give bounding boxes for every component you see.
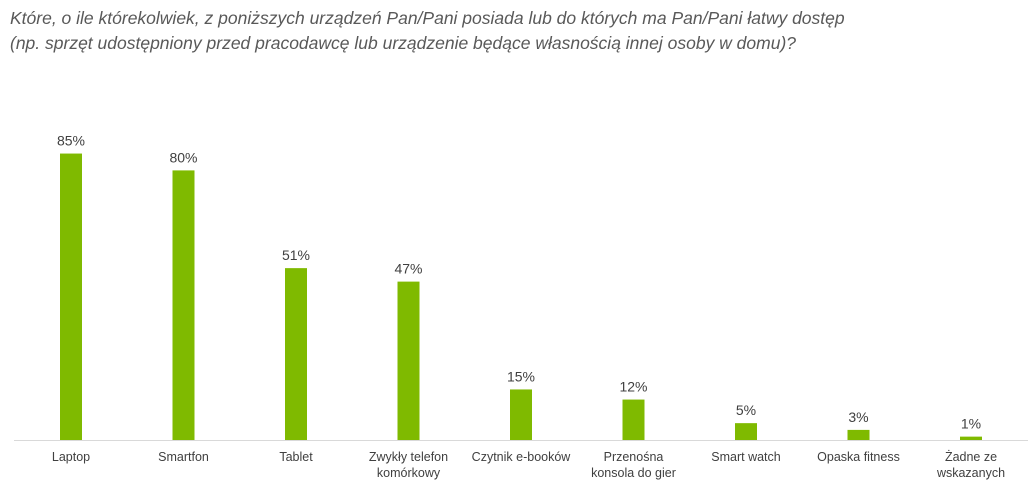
data-label-8: 1% — [961, 416, 981, 432]
data-label-4: 15% — [507, 368, 535, 384]
category-label-7-line-0: Opaska fitness — [817, 450, 900, 464]
category-label-8-line-0: Żadne ze — [945, 450, 997, 464]
bar-3 — [397, 281, 420, 440]
chart-title: Które, o ile którekolwiek, z poniższych … — [10, 6, 1025, 56]
category-label-0: Laptop — [52, 450, 90, 464]
category-label-5: Przenośna konsola do gier — [591, 450, 676, 480]
bar-1 — [172, 170, 195, 440]
bar-6 — [735, 423, 757, 440]
data-label-6: 5% — [736, 402, 756, 418]
chart-title-line-2: (np. sprzęt udostępniony przed pracodawc… — [10, 33, 797, 53]
data-label-0: 85% — [57, 133, 85, 149]
bar-0 — [60, 153, 82, 441]
category-label-3-line-0: Zwykły telefon — [369, 450, 448, 464]
category-label-2: Tablet — [279, 450, 313, 464]
category-label-8-line-1: wskazanych — [936, 466, 1005, 480]
category-label-4-line-0: Czytnik e-booków — [472, 450, 572, 464]
bar-7 — [847, 429, 870, 440]
category-label-3: Zwykły telefon komórkowy — [369, 450, 448, 480]
category-label-5-line-0: Przenośna — [604, 450, 664, 464]
category-label-7: Opaska fitness — [817, 450, 900, 464]
category-label-1-line-0: Smartfon — [158, 450, 209, 464]
bar-5 — [622, 399, 645, 440]
category-label-5-line-1: konsola do gier — [591, 466, 676, 480]
data-label-7: 3% — [848, 409, 868, 425]
category-label-6-line-0: Smart watch — [711, 450, 781, 464]
category-label-4: Czytnik e-booków — [472, 450, 572, 464]
data-label-1: 80% — [169, 149, 197, 165]
bar-2 — [285, 268, 307, 440]
category-label-8: Żadne ze wskazanych — [936, 450, 1005, 480]
data-label-2: 51% — [282, 247, 310, 263]
category-label-0-line-0: Laptop — [52, 450, 90, 464]
data-label-5: 12% — [619, 379, 647, 395]
category-label-1: Smartfon — [158, 450, 209, 464]
category-label-3-line-1: komórkowy — [377, 466, 441, 480]
data-label-3: 47% — [394, 261, 422, 277]
category-label-6: Smart watch — [711, 450, 781, 464]
chart-title-line-1: Które, o ile którekolwiek, z poniższych … — [10, 8, 845, 28]
category-label-2-line-0: Tablet — [279, 450, 313, 464]
bar-4 — [510, 389, 532, 440]
bar-8 — [960, 436, 982, 440]
